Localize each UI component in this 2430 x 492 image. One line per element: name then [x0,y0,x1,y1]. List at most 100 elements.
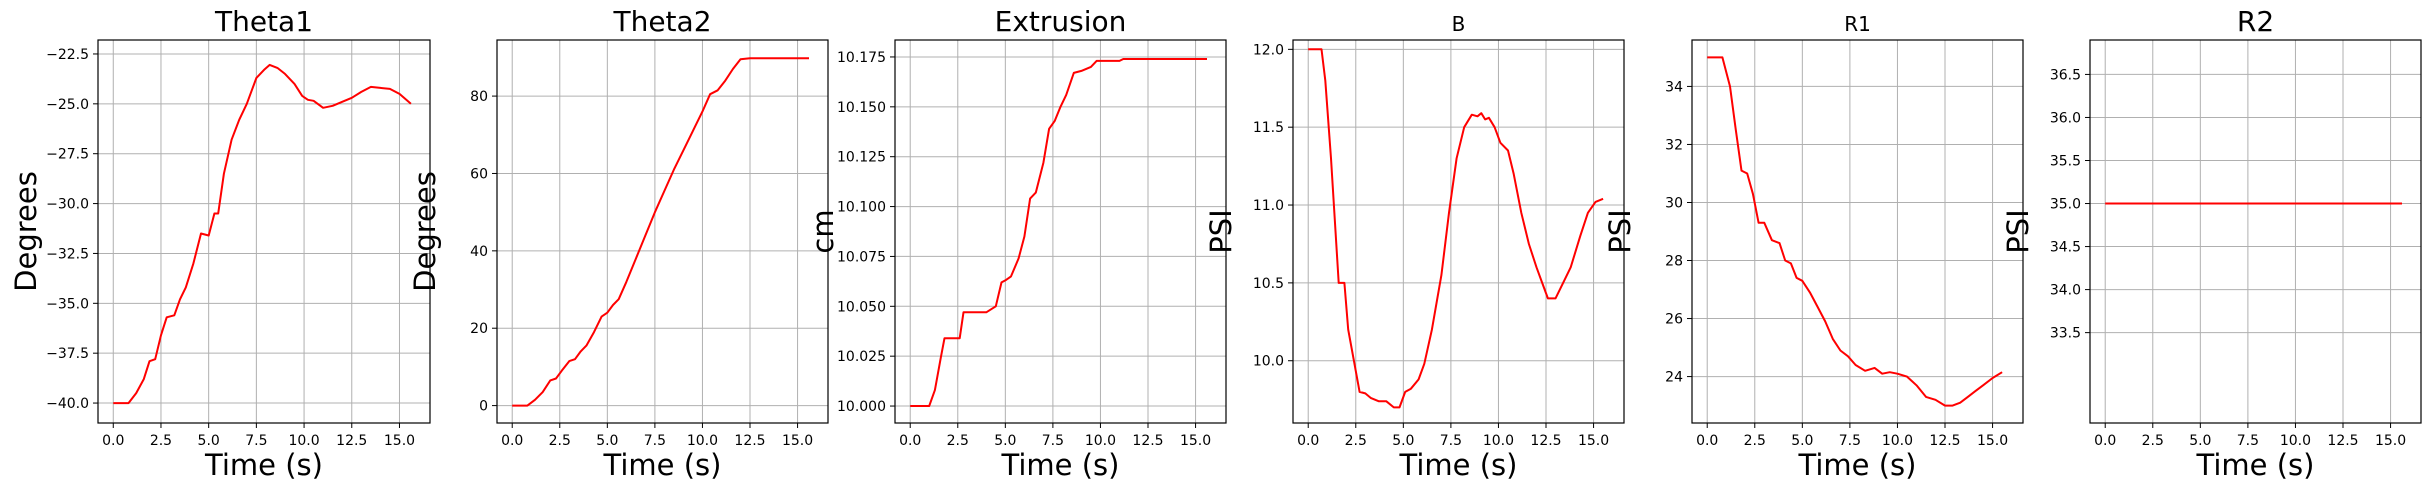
y-axis-label: Degrees [9,171,43,292]
y-tick-label: −32.5 [46,246,89,262]
y-tick-label: −27.5 [46,147,89,163]
y-tick-label: 36.0 [2050,110,2081,126]
y-axis-label: PSI [1603,209,1637,253]
axes-frame [1292,39,1625,424]
chart-panel-4: 0.0 2.5 5.0 7.5 10.0 12.5 15.0 10.0 10.5 11.0 11.5… [1204,12,1625,482]
y-tick-label: 10.150 [837,100,886,116]
x-tick-label: 5.0 [1392,433,1414,449]
y-tick-label: 40 [470,244,488,260]
y-axis-label: cm [806,209,840,253]
y-tick-label: 28 [1665,254,1683,270]
x-tick-label: 5.0 [198,433,220,449]
y-tick-label: 11.5 [1253,120,1284,136]
series-line [512,57,809,407]
y-tick-label: 10.075 [837,249,886,265]
chart-title: R2 [2237,5,2274,38]
x-tick-label: 12.5 [2327,433,2358,449]
x-tick-label: 0.0 [899,433,921,449]
y-tick-label: 34.0 [2050,283,2081,299]
axes-frame [496,39,829,424]
y-axis-label: Degrees [408,171,442,292]
x-tick-label: 12.5 [734,433,765,449]
y-tick-label: 10.000 [837,399,886,415]
x-tick-label: 5.0 [994,433,1016,449]
x-tick-label: 0.0 [501,433,523,449]
y-tick-label: 10.025 [837,349,886,365]
y-tick-label: 10.125 [837,150,886,166]
series-line [1308,48,1604,409]
y-tick-label: 10.175 [837,50,886,66]
x-tick-label: 7.5 [644,433,666,449]
y-tick-label: −35.0 [46,296,89,312]
y-tick-label: −37.5 [46,346,89,362]
x-tick-label: 7.5 [1440,433,1462,449]
x-tick-label: 10.0 [1085,433,1116,449]
x-tick-label: 7.5 [2237,433,2259,449]
series-line [113,63,412,405]
x-tick-label: 5.0 [1791,433,1813,449]
y-tick-label: 33.5 [2050,326,2081,342]
y-tick-label: 20 [470,321,488,337]
chart-title: B [1452,12,1466,36]
chart-panel-2: 0.0 2.5 5.0 7.5 10.0 12.5 15.0 0 20 40 60 80 Theta2 T… [408,5,829,482]
y-tick-label: 10.0 [1253,354,1284,370]
x-tick-label: 0.0 [1297,433,1319,449]
chart-title: Theta1 [214,5,313,38]
chart-panel-3: 0.0 2.5 5.0 7.5 10.0 12.5 15.0 10.000 10.025 10.0… [806,5,1227,482]
y-tick-label: −40.0 [46,396,89,412]
y-tick-label: 34 [1665,79,1683,95]
x-tick-label: 0.0 [1696,433,1718,449]
x-tick-label: 2.5 [549,433,571,449]
x-tick-label: 15.0 [1578,433,1609,449]
x-tick-label: 7.5 [245,433,267,449]
y-tick-label: 10.050 [837,299,886,315]
x-tick-label: 2.5 [2142,433,2164,449]
series-line [910,58,1207,407]
axes-frame [894,39,1227,424]
x-axis-label: Time (s) [204,448,323,482]
chart-panel-6: 0.0 2.5 5.0 7.5 10.0 12.5 15.0 33.5 34.0 34.5 35.0… [2001,5,2422,482]
x-tick-label: 10.0 [288,433,319,449]
x-tick-label: 12.5 [336,433,367,449]
x-tick-label: 7.5 [1042,433,1064,449]
x-tick-label: 10.0 [687,433,718,449]
x-tick-label: 10.0 [1483,433,1514,449]
x-axis-label: Time (s) [1399,448,1518,482]
y-tick-label: −22.5 [46,47,89,63]
chart-title: R1 [1844,12,1871,36]
y-tick-label: −25.0 [46,97,89,113]
x-tick-label: 15.0 [782,433,813,449]
x-tick-label: 15.0 [2375,433,2406,449]
y-tick-label: 36.5 [2050,67,2081,83]
y-tick-label: 34.5 [2050,240,2081,256]
x-tick-label: 12.5 [1929,433,1960,449]
x-tick-label: 10.0 [2280,433,2311,449]
x-tick-label: 10.0 [1882,433,1913,449]
y-tick-label: 12.0 [1253,42,1284,58]
y-tick-label: 26 [1665,312,1683,328]
x-tick-label: 15.0 [1180,433,1211,449]
x-tick-label: 0.0 [2094,433,2116,449]
y-tick-label: 10.5 [1253,276,1284,292]
x-axis-label: Time (s) [1798,448,1917,482]
x-tick-label: 5.0 [2189,433,2211,449]
y-axis-label: PSI [2001,209,2035,253]
x-tick-label: 12.5 [1132,433,1163,449]
y-tick-label: −30.0 [46,197,89,213]
y-tick-label: 35.0 [2050,197,2081,213]
y-axis-label: PSI [1204,209,1238,253]
y-tick-label: 10.100 [837,200,886,216]
x-tick-label: 5.0 [596,433,618,449]
chart-title: Theta2 [612,5,711,38]
chart-panel-1: 0.0 2.5 5.0 7.5 10.0 12.5 15.0 −40.0 −37.5 −35.0 −… [9,5,431,482]
x-axis-label: Time (s) [603,448,722,482]
axes-frame [1691,39,2024,424]
axes-frame [2089,39,2422,424]
chart-title: Extrusion [995,5,1127,38]
x-tick-label: 12.5 [1530,433,1561,449]
series-line [1707,56,2003,407]
y-tick-label: 35.5 [2050,153,2081,169]
axes-frame [97,39,431,424]
x-tick-label: 2.5 [947,433,969,449]
